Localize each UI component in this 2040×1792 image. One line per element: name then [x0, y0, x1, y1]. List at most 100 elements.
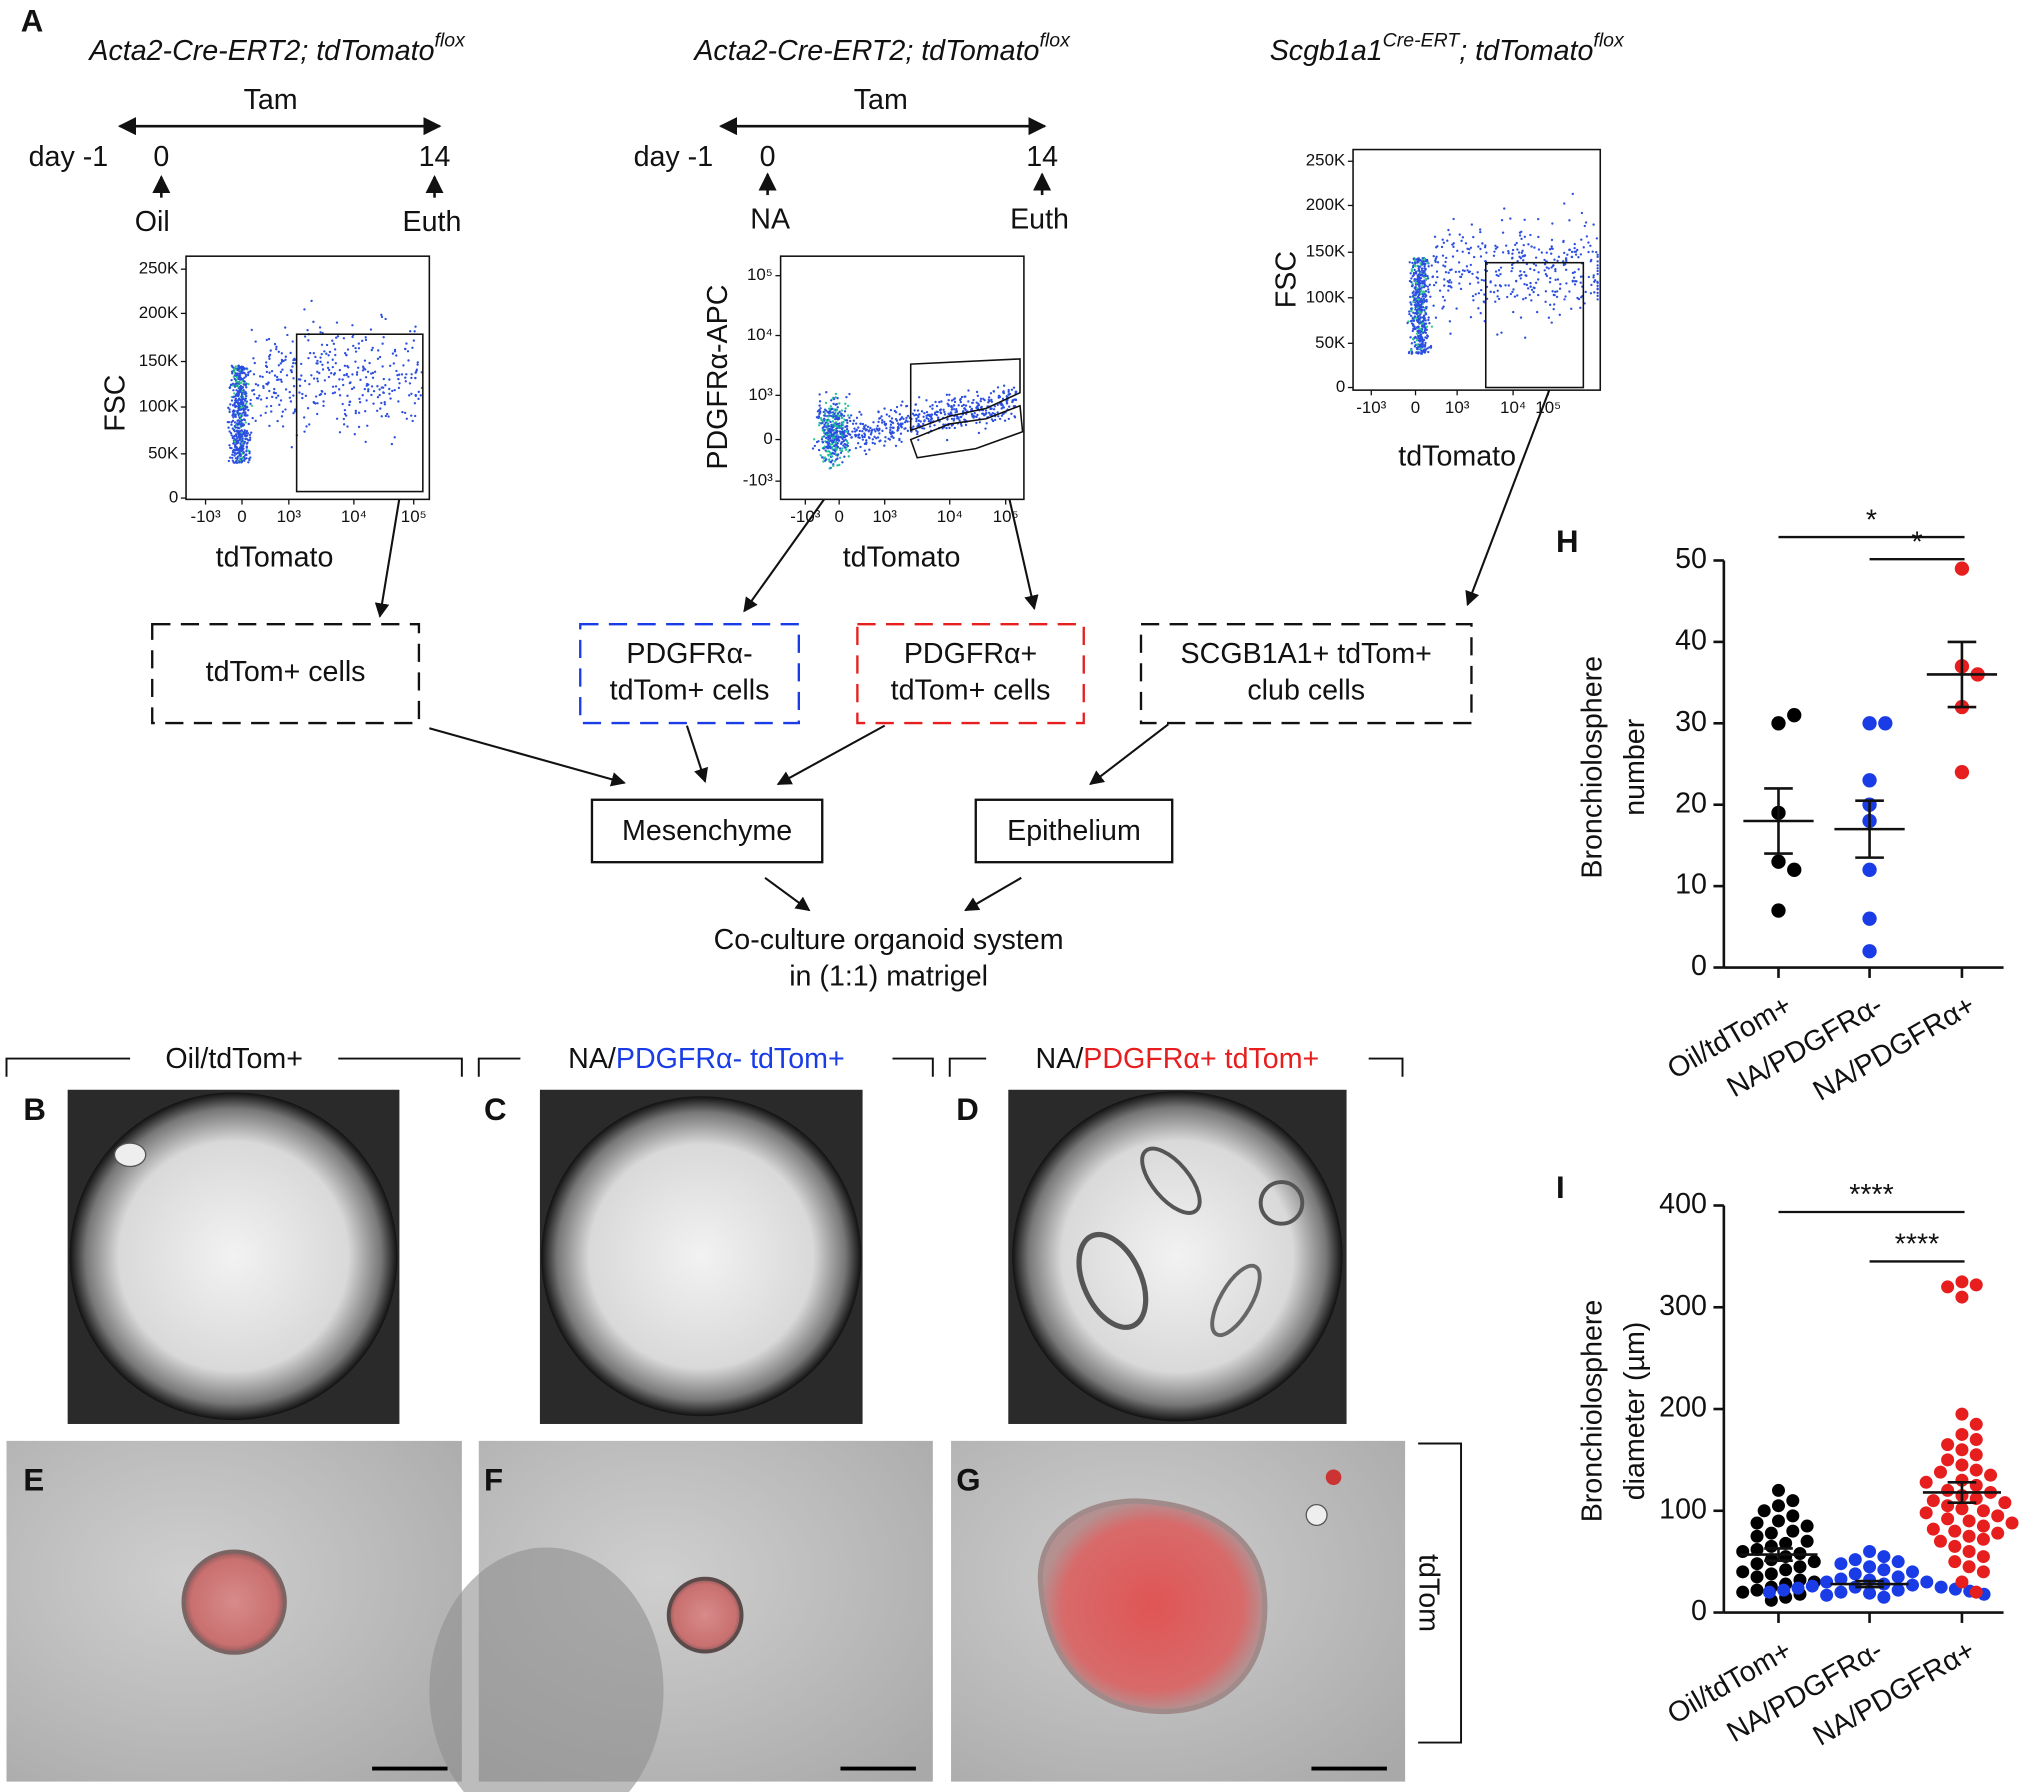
system-label: Co-culture organoid system — [714, 924, 1064, 956]
event — [1543, 258, 1546, 262]
event — [821, 441, 825, 444]
event — [414, 325, 417, 328]
y-tick-label: 10⁴ — [747, 325, 773, 344]
event — [289, 400, 293, 403]
event — [1442, 305, 1445, 308]
event — [863, 435, 866, 439]
event — [242, 383, 246, 386]
event — [1007, 393, 1010, 396]
event — [843, 455, 846, 458]
event — [400, 373, 404, 376]
plot-frame — [779, 255, 1025, 501]
event — [848, 416, 851, 419]
event — [1459, 275, 1462, 279]
event — [404, 380, 407, 383]
event — [293, 408, 297, 411]
event — [1551, 247, 1554, 250]
dot — [1771, 903, 1786, 918]
event — [823, 414, 827, 417]
event — [254, 382, 258, 386]
event — [1416, 274, 1419, 278]
event — [228, 410, 231, 414]
event — [889, 428, 892, 432]
events — [226, 299, 424, 464]
event — [245, 414, 248, 417]
event — [939, 411, 943, 415]
dot — [1955, 1502, 1969, 1516]
event — [889, 419, 892, 423]
event — [323, 379, 327, 382]
event — [237, 432, 240, 436]
event — [1420, 347, 1423, 350]
event — [325, 352, 328, 355]
event — [1472, 299, 1475, 302]
event — [1535, 310, 1539, 314]
event — [238, 391, 241, 394]
compartment-box — [590, 798, 824, 864]
event — [375, 409, 379, 412]
event — [232, 416, 235, 419]
event — [873, 435, 876, 438]
event — [380, 401, 383, 405]
event — [821, 420, 824, 423]
event — [1421, 324, 1424, 327]
event — [355, 373, 359, 376]
event — [370, 385, 374, 388]
event — [365, 382, 369, 386]
dot — [1962, 1514, 1976, 1528]
dot — [1962, 1544, 1976, 1558]
event — [228, 386, 231, 389]
event — [1499, 272, 1502, 276]
event — [319, 360, 322, 363]
event — [1422, 274, 1425, 277]
event — [1479, 247, 1482, 251]
event — [957, 404, 960, 407]
event — [343, 374, 346, 377]
event — [372, 402, 375, 405]
event — [242, 418, 246, 421]
dot — [1919, 1506, 1933, 1520]
y-tick-label: 50K — [1315, 333, 1346, 352]
event — [236, 426, 239, 429]
event — [1430, 325, 1434, 328]
event — [268, 357, 271, 360]
event — [248, 452, 251, 455]
event — [888, 415, 891, 418]
event — [931, 407, 934, 410]
event — [281, 425, 285, 428]
dot — [1787, 862, 1802, 877]
event — [234, 397, 238, 400]
event — [992, 408, 996, 411]
event — [345, 372, 349, 376]
event — [874, 430, 877, 433]
event — [923, 411, 926, 415]
condition-part: NA/ — [568, 1042, 616, 1074]
event — [876, 436, 880, 439]
event — [237, 369, 240, 372]
event — [1421, 301, 1424, 304]
event — [228, 408, 231, 411]
event — [1504, 284, 1507, 287]
event — [878, 432, 881, 435]
event — [237, 366, 241, 369]
gate — [909, 404, 1024, 459]
event — [833, 412, 836, 416]
event — [318, 371, 321, 375]
event — [338, 378, 341, 381]
event — [1413, 268, 1416, 272]
event — [232, 366, 235, 369]
event — [903, 421, 907, 424]
event — [1523, 270, 1526, 274]
event — [361, 339, 364, 343]
event — [323, 392, 327, 395]
event — [328, 350, 332, 354]
strain-text: Acta2-Cre-ERT2; tdTomato — [692, 35, 1039, 67]
event — [1430, 264, 1433, 267]
event — [1545, 274, 1549, 278]
event — [1426, 261, 1429, 265]
event — [232, 375, 235, 379]
event — [233, 461, 236, 464]
event — [254, 340, 257, 343]
event — [846, 432, 850, 435]
significance-label: **** — [1895, 1229, 1940, 1261]
